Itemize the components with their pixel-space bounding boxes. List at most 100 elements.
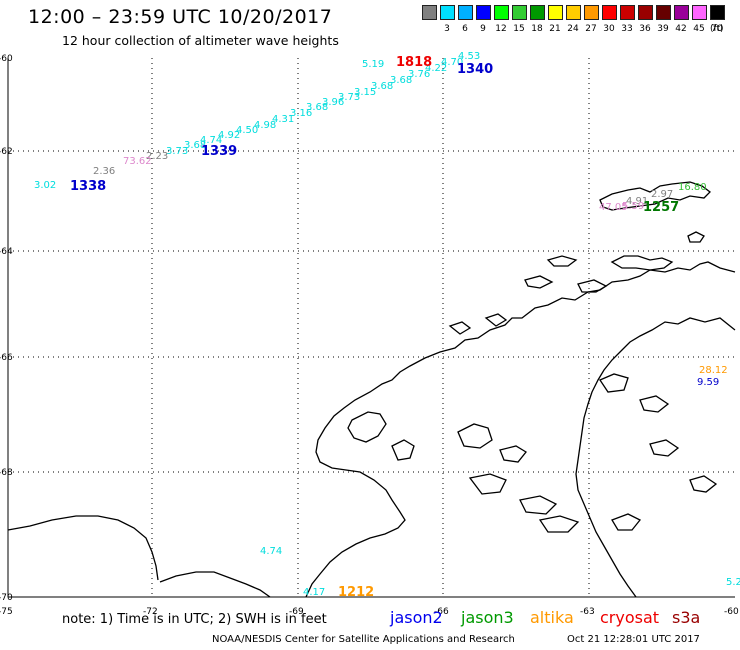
color-scale-label: 12 [495, 24, 507, 34]
lat-label: -68 [0, 468, 13, 478]
lon-label: -69 [289, 607, 304, 617]
color-scale-label: 15 [513, 24, 525, 34]
wave-height-value: 4.74 [260, 546, 283, 557]
color-scale-swatch [476, 5, 491, 20]
wave-height-value: 4.17 [303, 587, 326, 598]
wave-height-value: 3.76 [408, 69, 431, 80]
lat-label: -60 [0, 54, 13, 64]
color-scale-swatch [494, 5, 509, 20]
satellite-legend-altika: altika [530, 608, 574, 627]
color-scale-swatch [692, 5, 707, 20]
wave-height-value: 3.73 [338, 92, 361, 103]
color-scale-label: 70 [711, 24, 723, 34]
color-scale-label: 27 [585, 24, 597, 34]
color-scale-swatch [458, 5, 473, 20]
satellite-legend-jason3: jason3 [461, 608, 514, 627]
wave-height-value: 5.2 [726, 577, 740, 588]
pass-time: 1339 [201, 144, 238, 159]
pass-time: 1818 [396, 55, 433, 70]
color-scale-label: 42 [675, 24, 687, 34]
credit-line: NOAA/NESDIS Center for Satellite Applica… [212, 634, 515, 645]
color-scale-swatch [548, 5, 563, 20]
lat-label: -64 [0, 247, 13, 257]
wave-height-value: 9.59 [697, 377, 720, 388]
color-scale-label: 33 [621, 24, 633, 34]
color-scale-swatch [602, 5, 617, 20]
color-scale-label: 9 [480, 24, 486, 34]
lat-label: -70 [0, 593, 13, 603]
lon-label: -66 [434, 607, 449, 617]
longitude-labels: -75 -72 -69 -66 -63 -60 [0, 607, 739, 617]
lon-label: -60 [724, 607, 739, 617]
lat-label: -66 [0, 353, 13, 363]
lon-label: -63 [580, 607, 595, 617]
wave-height-value: 2.23 [146, 151, 169, 162]
wave-height-value: 3.73 [166, 146, 189, 157]
color-scale-label: 3 [444, 24, 450, 34]
wave-height-value: 3.68 [184, 140, 207, 151]
wave-height-value: 73.62 [123, 156, 152, 167]
color-scale-swatch [674, 5, 689, 20]
wave-height-value: 3.68 [390, 75, 413, 86]
color-scale-unit: (ft) [710, 24, 724, 34]
wave-height-value: 3.02 [34, 180, 57, 191]
color-scale-label: 30 [603, 24, 615, 34]
wave-height-value: 3.68 [306, 102, 329, 113]
color-scale-label: 18 [531, 24, 543, 34]
color-scale-swatch [710, 5, 725, 20]
pass-time: 1212 [338, 585, 375, 600]
map-title: 12:00 – 23:59 UTC 10/20/2017 [28, 6, 333, 28]
color-scale-swatch [620, 5, 635, 20]
wave-height-value: 5.19 [362, 59, 385, 70]
color-scale-label: 39 [657, 24, 669, 34]
issued-timestamp: Oct 21 12:28:01 UTC 2017 [567, 634, 700, 645]
wave-height-value: 4.70 [441, 57, 464, 68]
color-scale-swatch [638, 5, 653, 20]
color-scale-label: 45 [693, 24, 705, 34]
wave-height-value: 4.98 [254, 120, 277, 131]
color-scale-label: 24 [567, 24, 579, 34]
wave-height-value: 5.59 [622, 201, 645, 212]
wave-height-value: 16.80 [678, 182, 707, 193]
wave-height-value: 47.05 [599, 202, 628, 213]
wave-height-value: 3.68 [371, 81, 394, 92]
lon-label: -75 [0, 607, 13, 617]
color-scale-swatch [656, 5, 671, 20]
color-scale-swatch [422, 5, 437, 20]
wave-height-value: 4.74 [200, 135, 223, 146]
lat-label: -62 [0, 147, 13, 157]
wave-height-value: 4.92 [218, 130, 241, 141]
wave-height-value: 28.12 [699, 365, 728, 376]
satellite-legend-s3a: s3a [672, 608, 701, 627]
wave-height-value: 3.15 [354, 87, 377, 98]
color-scale-swatch [440, 5, 455, 20]
map-subtitle: 12 hour collection of altimeter wave hei… [62, 33, 339, 48]
wave-height-value: 3.16 [290, 108, 313, 119]
wave-height-value: 3.96 [322, 97, 345, 108]
color-scale-swatch [512, 5, 527, 20]
coastline [7, 181, 736, 598]
satellite-legend-cryosat: cryosat [600, 608, 660, 627]
wave-height-value: 2.36 [93, 166, 116, 177]
pass-time: 1338 [70, 179, 107, 194]
wave-height-value: 4.31 [272, 114, 295, 125]
wave-height-value: 4.91 [626, 196, 649, 207]
wave-height-value: 4.53 [458, 51, 481, 62]
pass-time: 1257 [643, 200, 680, 215]
wave-height-value: 2.97 [651, 189, 674, 200]
latitude-labels: -60 -62 -64 -66 -68 -70 [0, 54, 13, 603]
wave-height-value: 4.50 [236, 125, 259, 136]
color-scale-label: 36 [639, 24, 651, 34]
color-scale-swatch [584, 5, 599, 20]
lon-label: -72 [143, 607, 158, 617]
color-scale-swatch [530, 5, 545, 20]
satellite-legend-jason2: jason2 [390, 608, 443, 627]
pass-time: 1340 [457, 62, 494, 77]
footer-note: note: 1) Time is in UTC; 2) SWH is in fe… [62, 612, 327, 627]
color-scale-label: 6 [462, 24, 468, 34]
wave-height-value: 4.22 [425, 63, 448, 74]
color-scale-label: 21 [549, 24, 561, 34]
graticule [8, 58, 735, 597]
color-scale-swatch [566, 5, 581, 20]
